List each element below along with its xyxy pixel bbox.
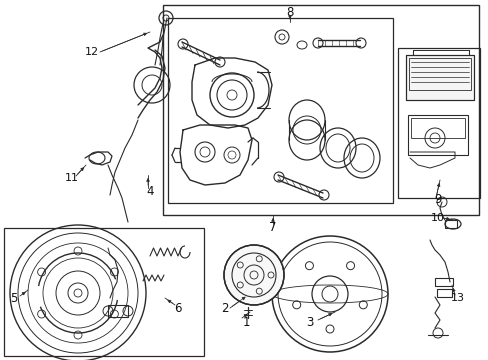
Bar <box>405 55 473 100</box>
Bar <box>4 228 203 356</box>
Bar <box>397 48 479 198</box>
Text: 3: 3 <box>305 315 313 328</box>
Bar <box>436 289 451 297</box>
Text: 9: 9 <box>433 193 441 207</box>
Bar <box>410 118 464 138</box>
Bar <box>444 220 456 228</box>
Text: 8: 8 <box>286 5 293 18</box>
Text: 7: 7 <box>269 221 276 234</box>
Bar <box>407 115 467 155</box>
Text: 2: 2 <box>221 301 228 315</box>
Bar <box>108 305 128 317</box>
Text: 11: 11 <box>65 173 79 183</box>
Text: 13: 13 <box>450 293 464 303</box>
Bar <box>434 278 452 286</box>
Bar <box>163 5 478 215</box>
Bar <box>405 55 473 100</box>
Text: 4: 4 <box>146 185 153 198</box>
Text: 1: 1 <box>242 315 249 328</box>
Text: 12: 12 <box>85 47 99 57</box>
Bar <box>168 18 392 203</box>
Text: 10: 10 <box>430 213 444 223</box>
Bar <box>408 58 470 90</box>
Text: 5: 5 <box>10 292 18 305</box>
Circle shape <box>224 245 284 305</box>
Text: 6: 6 <box>174 301 182 315</box>
